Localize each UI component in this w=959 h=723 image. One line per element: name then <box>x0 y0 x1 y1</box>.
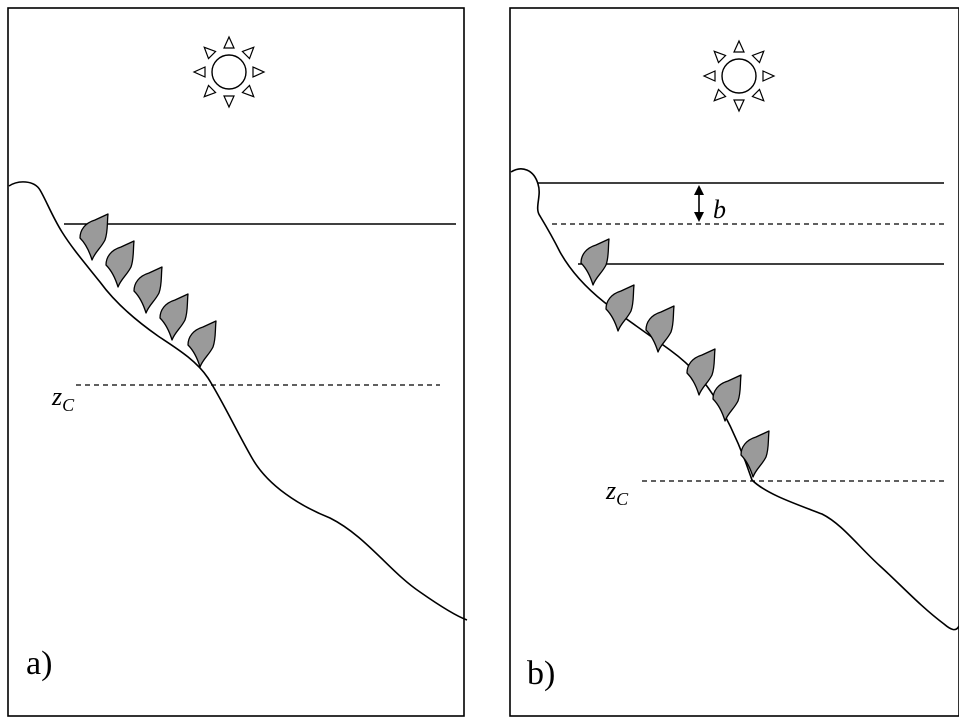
depth-label: zC <box>51 382 75 415</box>
panel-b: b zC b) <box>509 7 959 717</box>
depth-label: zC <box>605 476 629 509</box>
offset-label: b <box>713 195 726 224</box>
panel-b-frame <box>509 7 959 717</box>
panel-a-frame <box>7 7 465 717</box>
sun-icon <box>704 41 774 111</box>
panel-label: b) <box>527 655 555 692</box>
panel-label: a) <box>26 645 52 682</box>
slope-profile <box>8 181 468 621</box>
panel-a: zC a) <box>7 7 468 717</box>
sun-icon <box>194 37 264 107</box>
